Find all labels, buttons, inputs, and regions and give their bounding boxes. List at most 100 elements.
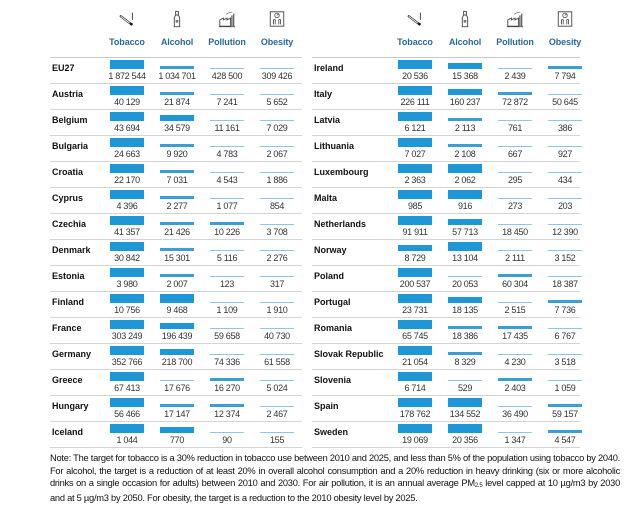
cell-value: 2 277	[166, 201, 188, 211]
cell-value: 2 108	[454, 149, 476, 159]
burden-bar	[260, 301, 294, 303]
cell-value: 91 911	[402, 227, 428, 237]
burden-bar	[548, 379, 582, 381]
cell-pollution: 2 439	[490, 58, 540, 83]
cell-value: 761	[507, 123, 523, 133]
table-row: Czechia 41 357 21 426 10 226 3 708	[50, 214, 302, 240]
column-header-alcohol: Alcohol	[440, 10, 490, 47]
table-row: Iceland 1 044 770 90 155	[50, 422, 302, 448]
cell-alcohol: 15 368	[440, 58, 490, 83]
cell-value: 24 663	[114, 149, 140, 159]
burden-bar	[160, 379, 194, 381]
cell-obesity: 40 730	[252, 318, 302, 343]
burden-bar	[498, 431, 532, 433]
cell-value: 10 226	[214, 227, 240, 237]
burden-bar	[448, 219, 482, 225]
country-name: Spain	[314, 401, 339, 411]
cell-alcohol: 9 468	[152, 292, 202, 317]
column-label: Alcohol	[160, 37, 194, 47]
cell-value: 134 552	[449, 409, 481, 419]
table-row: Portugal 23 731 18 135 2 515 7 736	[312, 292, 582, 318]
cell-obesity: 50 645	[540, 84, 590, 109]
burden-bar	[448, 190, 482, 199]
cell-value: 90	[222, 435, 232, 445]
country-name: Portugal	[314, 297, 351, 307]
cell-value: 1 886	[266, 175, 288, 185]
burden-bar	[160, 323, 194, 329]
left-table-header: Tobacco Alcohol Pollution Obesity	[50, 0, 302, 58]
cell-obesity: 155	[252, 422, 302, 447]
country-name: Finland	[52, 297, 84, 307]
cell-value: 7 736	[554, 305, 576, 315]
burden-bar	[448, 144, 482, 147]
table-row: Norway 8 729 13 104 2 111 3 152	[312, 240, 582, 266]
burden-bar	[398, 138, 432, 147]
burden-bar	[210, 404, 244, 407]
table-row: Slovak Republic 21 054 8 329 4 230 3 518	[312, 344, 582, 370]
cell-tobacco: 4 396	[102, 188, 152, 213]
country-name: Slovenia	[314, 375, 352, 385]
cell-value: 6 714	[404, 383, 426, 393]
cell-value: 3 518	[554, 357, 576, 367]
cell-value: 226 111	[400, 97, 430, 107]
cell-value: 8 729	[404, 253, 426, 263]
cell-value: 17 147	[164, 409, 190, 419]
burden-bar	[210, 145, 244, 147]
cell-value: 4 783	[216, 149, 238, 159]
cell-value: 7 031	[166, 175, 188, 185]
cell-obesity: 317	[252, 266, 302, 291]
cell-obesity: 1 910	[252, 292, 302, 317]
country-name: Malta	[314, 193, 338, 203]
burden-bar	[110, 164, 144, 173]
burden-bar	[448, 63, 482, 69]
cell-pollution: 4 230	[490, 344, 540, 369]
cell-value: 2 363	[404, 175, 426, 185]
country-name: Bulgaria	[52, 141, 89, 151]
cell-value: 3 708	[266, 227, 288, 237]
cigarette-icon	[102, 10, 152, 28]
cell-tobacco: 40 129	[102, 84, 152, 109]
footnote-text-2: level capped at 10 µg/m3 by 2030 and at …	[50, 478, 620, 503]
cell-value: 1 059	[554, 383, 576, 393]
bottle-icon	[152, 10, 202, 28]
burden-bar	[260, 327, 294, 329]
cell-alcohol: 7 031	[152, 162, 202, 187]
cell-value: 317	[269, 279, 285, 289]
burden-bar	[160, 349, 194, 355]
table-row: Croatia 22 170 7 031 4 543 1 886	[50, 162, 302, 188]
cell-value: 854	[269, 201, 285, 211]
burden-bar	[448, 424, 482, 433]
country-name: Iceland	[52, 427, 84, 437]
cell-value: 40 129	[114, 97, 140, 107]
cell-pollution: 2 111	[490, 240, 540, 265]
cell-value: 4 547	[554, 435, 576, 445]
cell-value: 8 329	[454, 357, 476, 367]
burden-bar	[448, 297, 482, 303]
cell-tobacco: 985	[390, 188, 440, 213]
burden-bar	[160, 196, 194, 199]
table-row: Slovenia 6 714 529 2 403 1 059	[312, 370, 582, 396]
table-row: Cyprus 4 396 2 277 1 077 854	[50, 188, 302, 214]
burden-bar	[498, 171, 532, 173]
cell-value: 2 067	[266, 149, 288, 159]
cell-value: 60 304	[502, 279, 528, 289]
burden-bar	[548, 327, 582, 329]
cell-obesity: 59 157	[540, 396, 590, 421]
cell-tobacco: 178 762	[390, 396, 440, 421]
cell-tobacco: 226 111	[390, 84, 440, 109]
cell-tobacco: 56 466	[102, 396, 152, 421]
burden-bar	[498, 326, 532, 329]
cell-alcohol: 2 113	[440, 110, 490, 135]
footnote: Note: The target for tobacco is a 30% re…	[50, 452, 620, 504]
cell-value: 667	[507, 149, 523, 159]
cell-value: 7 241	[216, 97, 238, 107]
cell-alcohol: 8 329	[440, 344, 490, 369]
cell-alcohol: 1 034 701	[152, 58, 202, 83]
country-name: Latvia	[314, 115, 341, 125]
column-header-tobacco: Tobacco	[102, 10, 152, 47]
burden-bar	[498, 301, 532, 303]
scale-icon	[540, 10, 590, 28]
cell-tobacco: 67 413	[102, 370, 152, 395]
cell-value: 218 700	[161, 357, 193, 367]
cell-obesity: 6 767	[540, 318, 590, 343]
